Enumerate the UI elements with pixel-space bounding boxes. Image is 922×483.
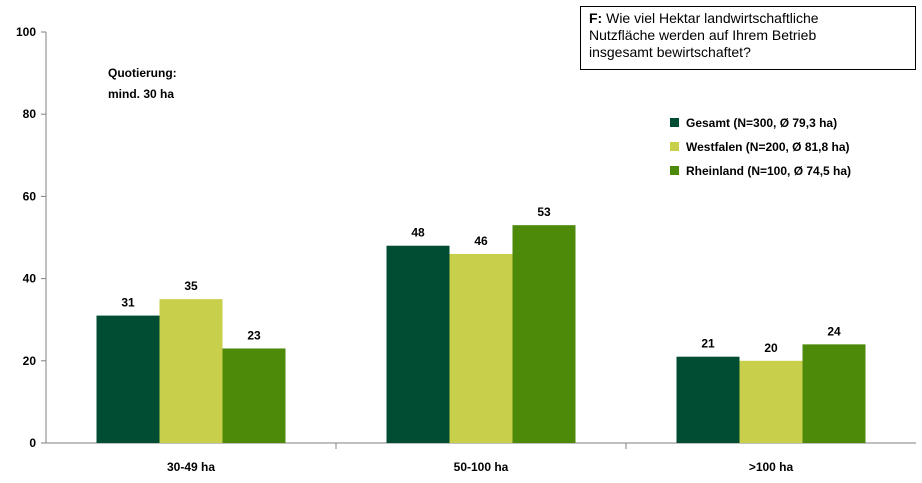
- legend-swatch: [670, 118, 679, 127]
- question-line-1: F: Wie viel Hektar landwirtschaftliche: [589, 10, 907, 27]
- y-tick-label: 20: [23, 354, 37, 368]
- question-box: F: Wie viel Hektar landwirtschaftliche N…: [580, 6, 916, 70]
- data-label: 35: [184, 279, 198, 293]
- y-tick-label: 0: [29, 436, 36, 450]
- chart-bars: [96, 225, 866, 443]
- question-line-3: insgesamt bewirtschaftet?: [589, 44, 751, 60]
- legend-label: Gesamt (N=300, Ø 79,3 ha): [686, 116, 837, 130]
- question-text-1: Wie viel Hektar landwirtschaftliche: [606, 10, 819, 26]
- bar-3-3: [802, 344, 866, 443]
- data-label: 24: [827, 324, 841, 338]
- bar-2-3: [739, 360, 803, 443]
- data-label: 31: [121, 296, 135, 310]
- data-label: 48: [411, 226, 425, 240]
- question-line-2: Nutzfläche werden auf Ihrem Betrieb: [589, 27, 817, 43]
- data-label: 20: [764, 341, 778, 355]
- data-label: 23: [247, 328, 261, 342]
- quota-note-line-1: Quotierung:: [108, 66, 177, 80]
- legend-swatch: [670, 142, 679, 151]
- data-label: 53: [537, 205, 551, 219]
- bar-2-2: [449, 253, 513, 443]
- x-category-label: 30-49 ha: [167, 460, 215, 474]
- y-tick-label: 100: [16, 25, 36, 39]
- legend-label: Westfalen (N=200, Ø 81,8 ha): [686, 140, 850, 154]
- legend-label: Rheinland (N=100, Ø 74,5 ha): [686, 164, 851, 178]
- y-tick-label: 80: [23, 107, 37, 121]
- data-label: 46: [474, 234, 488, 248]
- bar-3-1: [222, 348, 286, 443]
- question-prefix: F:: [589, 10, 603, 26]
- chart-data-labels: 31 35 23 48 46 53 21 20 24: [121, 205, 841, 355]
- legend-swatch: [670, 166, 679, 175]
- y-tick-label: 60: [23, 189, 37, 203]
- x-category-label: >100 ha: [749, 460, 794, 474]
- bar-1-2: [386, 245, 450, 443]
- x-category-label: 50-100 ha: [454, 460, 509, 474]
- y-tick-label: 40: [23, 272, 37, 286]
- bar-3-2: [512, 225, 576, 443]
- chart-legend: Gesamt (N=300, Ø 79,3 ha) Westfalen (N=20…: [670, 116, 851, 178]
- bar-1-1: [96, 315, 160, 443]
- quota-note-line-2: mind. 30 ha: [108, 87, 174, 101]
- data-label: 21: [701, 337, 715, 351]
- bar-2-1: [159, 299, 223, 443]
- bar-1-3: [676, 356, 740, 443]
